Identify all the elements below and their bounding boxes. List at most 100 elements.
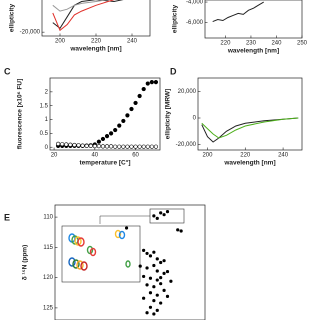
panel-label: D xyxy=(170,66,177,76)
peak xyxy=(77,237,85,247)
y-tick-label: -4,000 xyxy=(186,0,204,6)
data-point xyxy=(145,81,150,86)
plot-frame xyxy=(204,0,303,39)
y-tick-label: 110 xyxy=(43,215,53,221)
y-tick-label: 0 xyxy=(45,145,49,151)
peak xyxy=(89,247,97,257)
data-point xyxy=(124,226,129,230)
peak xyxy=(118,230,126,240)
x-tick-label: 200 xyxy=(202,153,213,159)
data-point xyxy=(141,144,146,149)
data-point xyxy=(100,144,106,149)
data-point xyxy=(88,143,93,148)
x-axis-title: wavelength [nm] xyxy=(223,160,275,167)
inset-peaks xyxy=(68,229,131,271)
data-point xyxy=(145,311,149,315)
data-point xyxy=(159,211,163,215)
series-line xyxy=(201,117,299,139)
peak xyxy=(114,229,122,239)
data-point xyxy=(165,294,170,298)
data-point xyxy=(155,269,159,273)
data-point xyxy=(142,296,146,300)
x-tick-label: 240 xyxy=(278,153,289,159)
data-point xyxy=(145,144,150,149)
data-point xyxy=(133,144,138,149)
x-tick-label: 40 xyxy=(91,153,98,159)
plot-area xyxy=(52,0,124,32)
data-point xyxy=(179,229,183,233)
data-point xyxy=(76,143,81,148)
data-point xyxy=(138,264,142,268)
data-point xyxy=(155,293,159,297)
panel: E 110 115 120 125 δ ¹⁵N (ppm) xyxy=(4,204,206,320)
data-point xyxy=(137,93,142,99)
series-line xyxy=(52,0,109,12)
y-tick-label: 2 xyxy=(45,89,49,95)
data-point xyxy=(162,259,166,263)
series-line xyxy=(201,117,299,143)
x-tick-label: 60 xyxy=(132,153,139,159)
data-point xyxy=(113,127,118,133)
data-point xyxy=(155,257,159,261)
data-point xyxy=(159,282,163,286)
peak xyxy=(76,260,84,270)
data-point xyxy=(149,144,154,149)
data-point xyxy=(153,80,159,85)
data-point xyxy=(56,141,61,147)
data-point xyxy=(145,251,149,256)
data-point xyxy=(148,305,153,309)
data-point xyxy=(100,136,106,142)
data-point xyxy=(155,278,159,282)
series-line xyxy=(52,0,115,32)
data-point xyxy=(92,144,97,149)
y-tick-label: -20,000 xyxy=(176,142,197,148)
x-axis-title: temperature [C°] xyxy=(80,159,131,167)
data-point xyxy=(152,312,156,316)
x-tick-label: 240 xyxy=(271,41,282,47)
y-tick-label: 115 xyxy=(43,245,53,251)
data-point xyxy=(142,274,146,279)
data-point xyxy=(155,216,159,220)
data-point xyxy=(72,142,77,148)
plot-area xyxy=(201,117,299,143)
x-tick-label: 250 xyxy=(297,41,308,47)
data-point xyxy=(162,271,166,275)
peak xyxy=(80,261,88,271)
data-point xyxy=(84,143,89,148)
x-tick-label: 230 xyxy=(246,41,257,47)
y-tick-label: 0.5 xyxy=(40,131,49,137)
peak xyxy=(125,260,131,268)
data-point xyxy=(152,250,156,254)
plot-frame xyxy=(49,77,161,151)
connector xyxy=(99,215,150,224)
data-point xyxy=(149,80,154,85)
data-point xyxy=(141,86,146,92)
data-point xyxy=(148,291,153,295)
x-tick-label: 20 xyxy=(51,153,58,159)
data-point xyxy=(142,248,146,252)
y-tick-label: 1.5 xyxy=(40,103,49,109)
series-line xyxy=(212,1,264,23)
plot-frame xyxy=(54,204,206,320)
panel: C 20 40 60 0 0.5 1 1.5 2 temperature [C°] fluoresc… xyxy=(4,66,161,167)
data-point xyxy=(104,144,110,149)
data-point xyxy=(121,118,126,124)
y-tick-label: 125 xyxy=(43,305,54,311)
data-point xyxy=(137,144,142,149)
data-point xyxy=(165,210,170,214)
data-point xyxy=(162,213,166,217)
plot-frame xyxy=(197,77,303,151)
plot-area xyxy=(56,80,159,149)
x-tick-label: 220 xyxy=(220,41,231,47)
panel-label: C xyxy=(4,66,11,76)
data-point xyxy=(145,266,149,270)
data-point xyxy=(96,139,101,144)
y-axis-title: ellipticity xyxy=(9,4,16,33)
data-point xyxy=(152,214,156,218)
panel: 200 220 240 -20,000 wavelength [nm] elliptici… xyxy=(9,0,151,53)
y-tick-label: 120 xyxy=(43,275,54,281)
x-tick-label: 220 xyxy=(91,39,102,45)
data-point xyxy=(113,144,118,149)
